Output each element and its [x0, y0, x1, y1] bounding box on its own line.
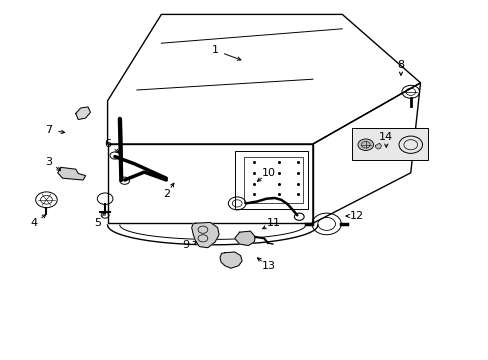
- Polygon shape: [58, 167, 85, 180]
- Circle shape: [357, 139, 373, 150]
- Polygon shape: [191, 222, 219, 248]
- Text: 9: 9: [182, 240, 189, 250]
- Text: 3: 3: [45, 157, 52, 167]
- Text: 1: 1: [211, 45, 218, 55]
- Text: 8: 8: [397, 60, 404, 70]
- Polygon shape: [220, 252, 242, 268]
- Text: 12: 12: [349, 211, 363, 221]
- Polygon shape: [375, 143, 381, 149]
- Text: 10: 10: [262, 168, 275, 178]
- Text: 13: 13: [262, 261, 275, 271]
- Text: 4: 4: [31, 218, 38, 228]
- Text: 5: 5: [94, 218, 101, 228]
- Text: 2: 2: [163, 189, 169, 199]
- Text: 7: 7: [45, 125, 52, 135]
- Text: 11: 11: [266, 218, 280, 228]
- Text: 14: 14: [379, 132, 392, 142]
- Polygon shape: [76, 107, 90, 120]
- Text: 6: 6: [104, 139, 111, 149]
- FancyBboxPatch shape: [351, 128, 427, 160]
- Polygon shape: [234, 231, 255, 246]
